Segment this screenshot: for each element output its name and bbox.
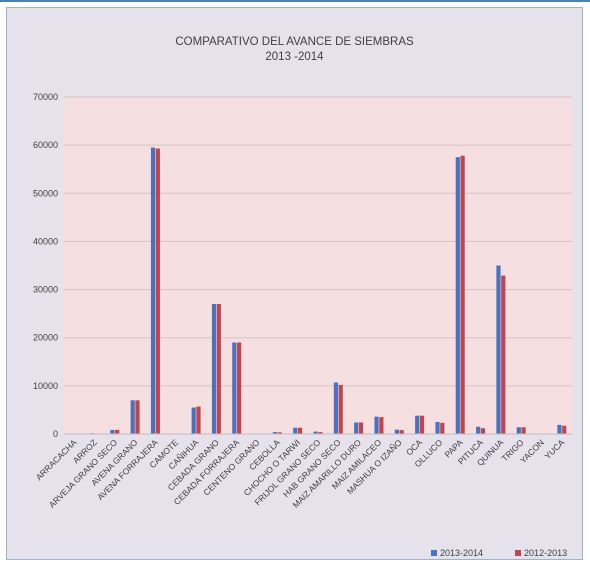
bar-series-1	[435, 421, 440, 434]
bar-series-1	[476, 426, 481, 434]
x-tick-label: YUCA	[542, 437, 566, 461]
y-tick-label: 10000	[33, 381, 58, 391]
legend-item-series-1: 2013-2014	[431, 548, 483, 558]
bar-series-2	[480, 428, 486, 434]
bar-series-2	[379, 417, 384, 434]
bar-series-2	[115, 429, 120, 434]
legend-item-series-2: 2012-2013	[515, 548, 567, 558]
bar-series-1	[455, 157, 460, 434]
bar-series-2	[237, 342, 242, 434]
y-tick-label: 0	[53, 429, 58, 439]
chart-legend: 2013-2014 2012-2013	[431, 548, 567, 558]
bar-series-1	[333, 382, 339, 434]
bar-series-1	[516, 427, 521, 434]
bar-series-2	[216, 304, 221, 434]
bar-series-2	[155, 148, 160, 434]
bar-series-1	[415, 415, 420, 434]
bar-series-2	[318, 432, 323, 434]
legend-label-series-2: 2012-2013	[524, 548, 568, 558]
bar-series-2	[277, 432, 282, 434]
bar-series-1	[354, 422, 359, 434]
plot-area	[64, 97, 572, 434]
legend-swatch-series-2	[515, 550, 522, 556]
bar-series-1	[130, 400, 135, 434]
bar-series-1	[374, 416, 379, 434]
bar-series-1	[110, 429, 115, 434]
bar-series-2	[419, 415, 425, 434]
bar-series-2	[399, 430, 404, 434]
bar-series-1	[293, 427, 298, 434]
bar-series-1	[272, 432, 278, 434]
bar-series-2	[460, 155, 465, 434]
bar-series-2	[501, 275, 506, 434]
bar-series-1	[557, 424, 562, 434]
bar-series-1	[394, 429, 399, 434]
bar-series-1	[211, 304, 217, 434]
bar-series-2	[297, 427, 303, 434]
bar-series-1	[191, 407, 196, 434]
chart-subtitle: 2013 -2014	[265, 51, 324, 63]
chart-frame: COMPARATIVO DEL AVANCE DE SIEMBRAS 2013 …	[6, 7, 583, 560]
bar-series-2	[521, 427, 526, 434]
y-tick-label: 40000	[33, 236, 58, 246]
bar-chart: 010000200003000040000500006000070000ARRA…	[33, 92, 572, 510]
bar-series-1	[232, 342, 237, 434]
y-tick-label: 50000	[33, 188, 58, 198]
legend-swatch-series-1	[431, 550, 437, 556]
y-tick-label: 60000	[33, 140, 58, 150]
bar-series-1	[496, 265, 501, 434]
y-tick-label: 70000	[33, 92, 58, 102]
bar-series-2	[135, 400, 140, 434]
bar-series-2	[338, 384, 343, 434]
bar-series-1	[313, 431, 318, 434]
bar-series-2	[562, 425, 567, 434]
chart-title: COMPARATIVO DEL AVANCE DE SIEMBRAS	[175, 36, 414, 48]
legend-label-series-1: 2013-2014	[440, 548, 484, 558]
y-tick-label: 20000	[33, 333, 58, 343]
y-tick-label: 30000	[33, 285, 58, 295]
bar-series-1	[150, 147, 156, 435]
top-accent-bar	[0, 0, 590, 2]
bar-series-2	[196, 406, 201, 434]
bar-series-2	[358, 422, 364, 434]
bar-series-2	[440, 422, 445, 434]
